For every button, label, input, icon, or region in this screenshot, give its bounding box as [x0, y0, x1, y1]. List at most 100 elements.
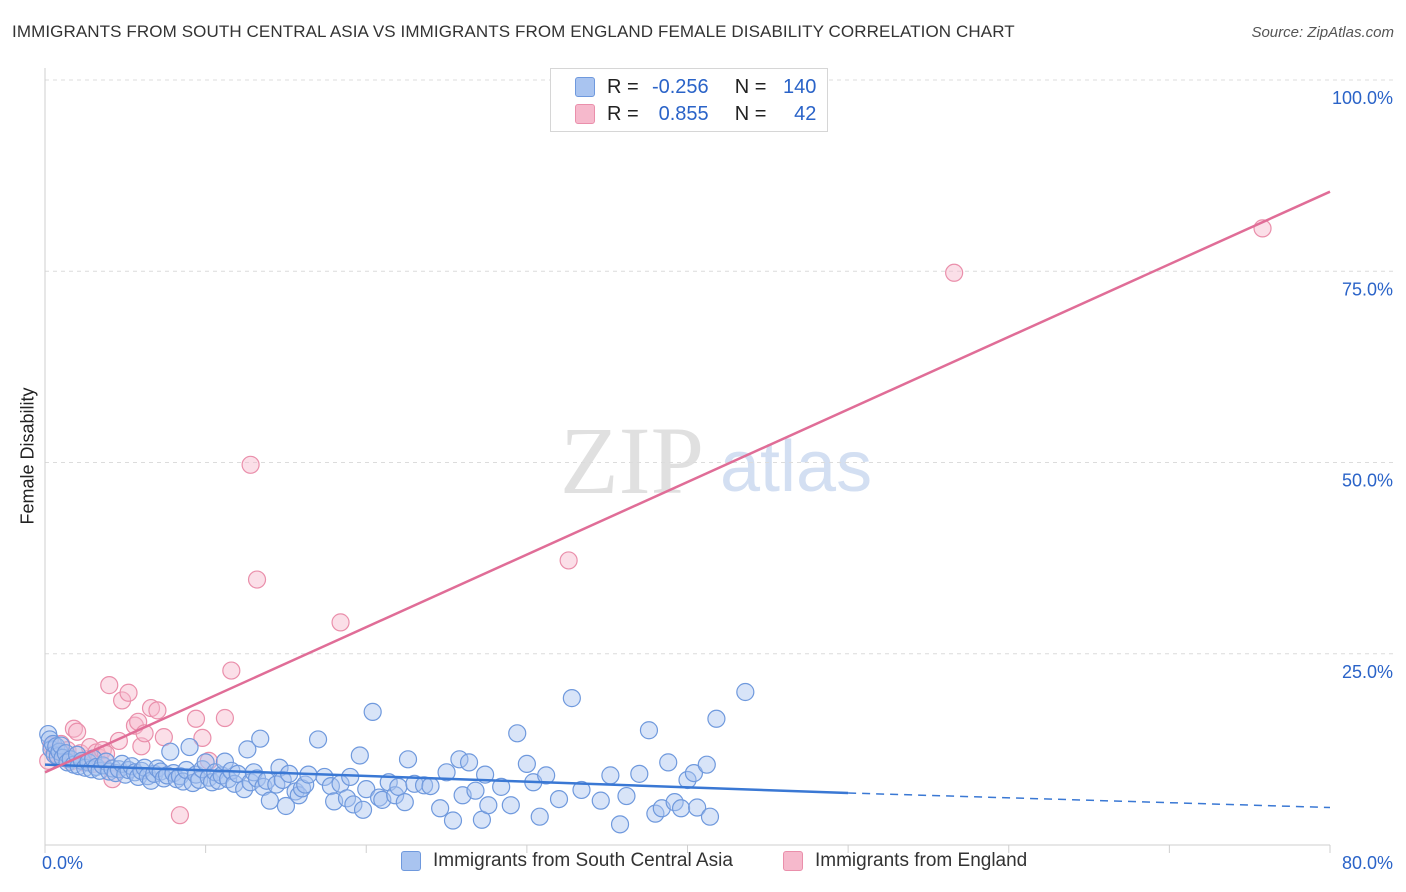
chart-title: IMMIGRANTS FROM SOUTH CENTRAL ASIA VS IM… — [12, 22, 1015, 41]
england-point — [222, 661, 241, 680]
south-central-asia-point — [161, 742, 180, 761]
england-point — [559, 551, 578, 570]
south-central-asia-point — [459, 753, 479, 772]
x-tick-label: 80.0% — [1342, 853, 1393, 873]
south-central-asia-point — [344, 795, 363, 814]
tick-labels: 25.0% 50.0% 75.0% 100.0% 0.0% 80.0% — [42, 88, 1393, 873]
south-central-asia-point — [639, 721, 659, 740]
south-central-asia-point — [225, 774, 244, 793]
series-legend-label: Immigrants from South Central Asia — [433, 850, 733, 871]
south-central-asia-point — [315, 767, 334, 787]
england-point — [215, 708, 234, 728]
south-central-asia-point — [659, 753, 678, 772]
legend-row-england: R = 0.855 N = 42 — [575, 102, 816, 126]
south-central-asia-point — [357, 780, 376, 799]
south-central-asia-point — [492, 777, 511, 796]
south-central-asia-point — [630, 764, 649, 783]
south-central-asia-point — [684, 763, 704, 783]
south-central-asia-point — [308, 730, 328, 749]
south-central-asia-trendline-extension — [848, 792, 1331, 809]
south-central-asia-point — [707, 709, 726, 728]
south-central-asia-point — [228, 764, 247, 783]
y-axis-label: Female Disability — [17, 387, 38, 525]
england-point — [170, 806, 190, 825]
england-point — [148, 701, 167, 720]
england-point — [100, 676, 119, 695]
south-central-asia-point — [437, 763, 456, 782]
south-central-asia-point — [443, 811, 463, 830]
south-central-asia-point — [501, 796, 520, 815]
south-central-asia-point — [389, 777, 408, 796]
south-central-asia-point — [549, 789, 569, 809]
legend-n-label: N = — [734, 102, 767, 125]
south-central-asia-point — [508, 724, 527, 743]
england-point — [945, 263, 964, 282]
legend-r-value: -0.256 — [651, 75, 709, 98]
legend-n-label: N = — [734, 75, 767, 98]
south-central-asia-point — [296, 775, 315, 794]
south-central-asia-point — [572, 780, 591, 800]
south-central-asia-point — [479, 796, 498, 815]
south-central-asia-point — [276, 796, 296, 816]
south-central-asia-point — [235, 780, 254, 799]
south-central-asia-point — [736, 682, 755, 702]
blue-square-icon — [575, 77, 595, 97]
south-central-asia-point — [591, 791, 610, 810]
england-point — [247, 570, 267, 589]
south-central-asia-point — [562, 689, 581, 708]
south-central-asia-point — [251, 729, 270, 748]
south-central-asia-point — [353, 800, 373, 819]
watermark-zip: ZIP — [560, 407, 704, 514]
south-central-asia-point — [398, 750, 418, 769]
legend-r-label: R = — [607, 102, 639, 125]
england-point — [193, 728, 212, 748]
south-central-asia-point — [697, 755, 716, 774]
legend-n-value: 140 — [783, 75, 817, 98]
south-central-asia-point — [530, 807, 549, 826]
south-central-asia-point — [517, 754, 536, 774]
south-central-asia-point — [601, 766, 620, 785]
south-central-asia-point — [431, 799, 450, 818]
y-tick-label: 75.0% — [1342, 279, 1393, 299]
correlation-legend: R = -0.256 N = 140 R = 0.855 N = 42 — [550, 68, 828, 132]
south-central-asia-point — [363, 702, 382, 721]
england-point — [241, 455, 260, 474]
x-tick-label: 0.0% — [42, 853, 83, 873]
south-central-asia-point — [180, 737, 199, 757]
south-central-asia-point — [537, 766, 556, 785]
south-central-asia-point — [671, 799, 691, 818]
england-point — [331, 613, 350, 632]
y-tick-label: 25.0% — [1342, 662, 1393, 682]
trendlines — [44, 190, 1331, 809]
england-trendline — [44, 190, 1331, 774]
y-tick-label: 50.0% — [1342, 471, 1393, 491]
pink-square-icon — [575, 104, 595, 124]
england-point — [68, 722, 87, 741]
south-central-asia-point — [700, 807, 720, 826]
south-central-asia-trendline — [44, 763, 849, 795]
south-central-asia-point — [610, 815, 630, 834]
england-point — [186, 709, 206, 728]
pink-square-icon — [783, 851, 803, 871]
south-central-asia-point — [238, 740, 257, 759]
south-central-asia-point — [350, 746, 369, 765]
legend-r-value: 0.855 — [658, 102, 709, 125]
south-central-asia-point — [260, 791, 279, 810]
series-legend-england: Immigrants from England — [783, 850, 1027, 872]
england-point — [64, 719, 84, 738]
south-central-asia-point — [370, 788, 389, 807]
axes — [44, 68, 1331, 853]
gridlines — [45, 79, 1393, 655]
series-legend-south-central-asia: Immigrants from South Central Asia — [401, 850, 733, 872]
y-tick-label: 100.0% — [1332, 88, 1393, 108]
legend-row-south-central-asia: R = -0.256 N = 140 — [575, 75, 816, 99]
south-central-asia-point — [341, 767, 360, 787]
watermark-atlas: atlas — [720, 427, 872, 507]
south-central-asia-point — [421, 776, 440, 796]
south-central-asia-point — [688, 798, 707, 817]
south-central-asia-point — [617, 786, 636, 806]
blue-square-icon — [401, 851, 421, 871]
england-point — [119, 683, 138, 702]
south-central-asia-point — [395, 793, 414, 812]
